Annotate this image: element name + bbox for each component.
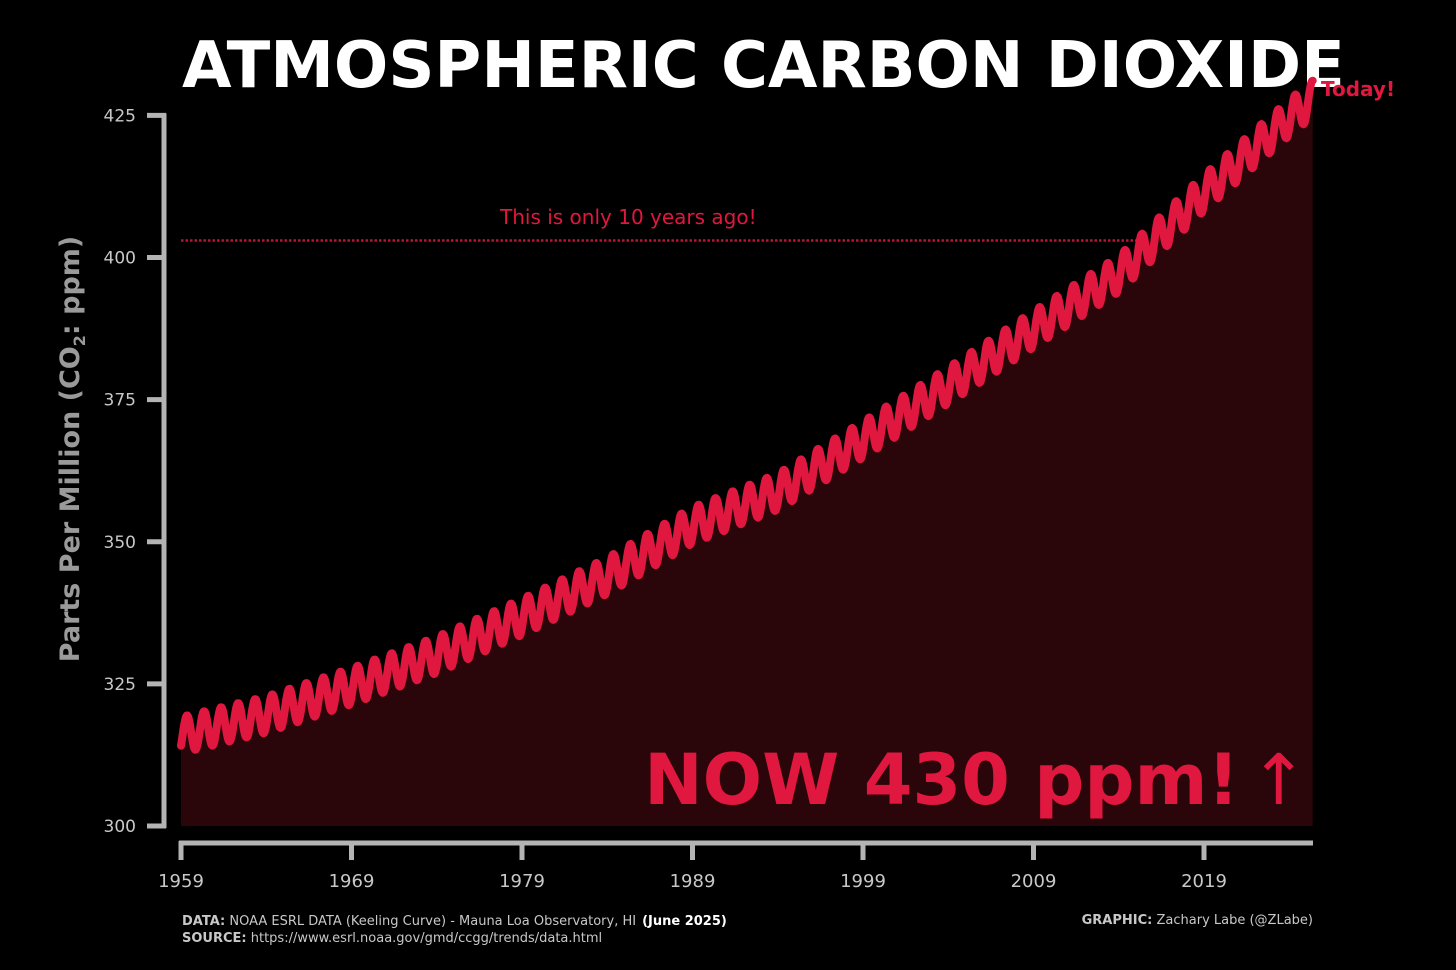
y-tick-label: 400 (104, 249, 136, 269)
reference-line-annotation: This is only 10 years ago! (500, 205, 757, 229)
data-date: (June 2025) (642, 914, 727, 929)
graphic-credit: GRAPHIC: Zachary Labe (@ZLabe) (1081, 913, 1313, 928)
y-tick-label: 375 (104, 391, 136, 411)
chart-title: ATMOSPHERIC CARBON DIOXIDE (182, 29, 1345, 103)
x-tick-label: 1999 (840, 871, 886, 892)
x-tick-label: 1959 (158, 871, 204, 892)
x-tick-label: 1969 (329, 871, 375, 892)
co2-line (177, 76, 1317, 754)
y-tick-label: 325 (104, 675, 136, 695)
today-label: Today! (1321, 77, 1396, 101)
x-tick-label: 1989 (670, 871, 716, 892)
y-tick-label: 350 (104, 533, 136, 553)
plot-area (177, 76, 1317, 826)
area-fill (181, 80, 1313, 826)
y-tick-label: 300 (104, 817, 136, 837)
x-tick-label: 2009 (1011, 871, 1057, 892)
source-credit: SOURCE: https://www.esrl.noaa.gov/gmd/cc… (182, 931, 603, 946)
y-axis-label: Parts Per Million (CO2: ppm) (54, 235, 90, 663)
x-tick-label: 1979 (499, 871, 545, 892)
footer-credits: DATA: NOAA ESRL DATA (Keeling Curve) - M… (182, 913, 727, 947)
y-tick-label: 425 (104, 106, 136, 126)
data-credit: DATA: NOAA ESRL DATA (Keeling Curve) - M… (182, 914, 727, 929)
x-tick-label: 2019 (1181, 871, 1227, 892)
x-axis: 1959 1969 1979 1989 1999 2009 2019 (158, 840, 1313, 892)
y-axis: 300 325 350 375 400 425 (104, 106, 167, 837)
headline-value: NOW 430 ppm! ↑ (644, 738, 1308, 822)
headline-text: NOW 430 ppm! (644, 739, 1240, 821)
up-arrow-icon: ↑ (1249, 739, 1308, 821)
